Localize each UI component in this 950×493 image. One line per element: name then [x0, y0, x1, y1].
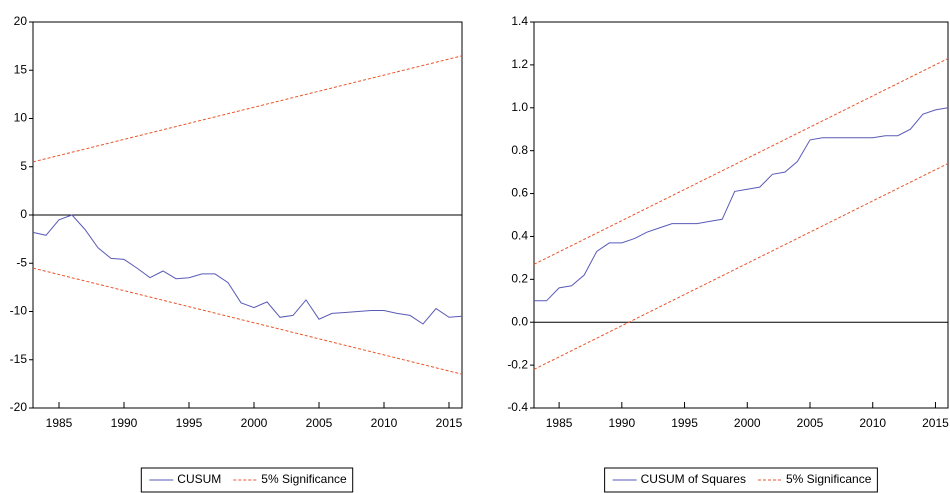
- plot-frame: [533, 21, 949, 409]
- legend: CUSUM 5% Significance: [140, 467, 354, 493]
- series-line: [534, 107, 949, 302]
- y-tick-label: 0.0: [511, 314, 528, 328]
- y-tick-label: 1.2: [511, 57, 528, 71]
- y-tick-label: 10: [14, 111, 28, 125]
- y-tick-label: 0.8: [511, 143, 528, 157]
- y-tick-label: -15: [10, 352, 28, 366]
- chart: -20 -15 -10 -5 0 5 10 15 20 1985 1990 1995 2000 2005 2…: [10, 14, 463, 493]
- y-tick-label: -10: [10, 304, 28, 318]
- x-tick-label: 2000: [241, 416, 268, 430]
- chart: -0.4 -0.2 0.0 0.2 0.4 0.6 0.8 1.0 1.2 1.4 1985 1990…: [507, 14, 949, 493]
- x-tick-label: 1995: [671, 416, 698, 430]
- y-tick-label: 0.4: [511, 229, 528, 243]
- significance-lower: [32, 267, 463, 375]
- x-tick-label: 2005: [306, 416, 333, 430]
- x-tick-label: 2010: [371, 416, 398, 430]
- y-tick-label: -0.2: [507, 357, 528, 371]
- x-tick-label: 1990: [608, 416, 635, 430]
- y-tick-label: 15: [14, 62, 28, 76]
- x-tick-label: 1990: [111, 416, 138, 430]
- y-tick-label: 0: [20, 207, 27, 221]
- y-tick-label: -20: [10, 400, 28, 414]
- y-tick-label: 1.4: [511, 14, 528, 28]
- significance-upper: [533, 58, 949, 265]
- legend-box: [604, 467, 878, 493]
- x-tick-label: 1995: [176, 416, 203, 430]
- x-tick-label: 2005: [797, 416, 824, 430]
- y-tick-label: -5: [16, 255, 27, 269]
- legend-label: CUSUM: [177, 472, 221, 486]
- x-tick-label: 2010: [859, 416, 886, 430]
- y-tick-label: 0.6: [511, 186, 528, 200]
- x-tick-label: 2015: [436, 416, 463, 430]
- legend-label: 5% Significance: [261, 472, 347, 486]
- significance-upper: [32, 55, 463, 163]
- significance-lower: [533, 163, 949, 370]
- y-tick-label: 5: [20, 159, 27, 173]
- series-line: [32, 214, 463, 325]
- x-tick-label: 2000: [734, 416, 761, 430]
- legend-label: CUSUM of Squares: [641, 472, 746, 486]
- x-tick-label: 2015: [922, 416, 949, 430]
- legend: CUSUM of Squares 5% Significance: [604, 467, 878, 493]
- x-tick-label: 1985: [546, 416, 573, 430]
- x-tick-label: 1985: [46, 416, 73, 430]
- y-tick-label: 0.2: [511, 272, 528, 286]
- y-tick-label: 20: [14, 14, 28, 28]
- legend-label: 5% Significance: [786, 472, 872, 486]
- y-tick-label: -0.4: [507, 400, 528, 414]
- legend-box: [140, 467, 354, 493]
- y-tick-label: 1.0: [511, 100, 528, 114]
